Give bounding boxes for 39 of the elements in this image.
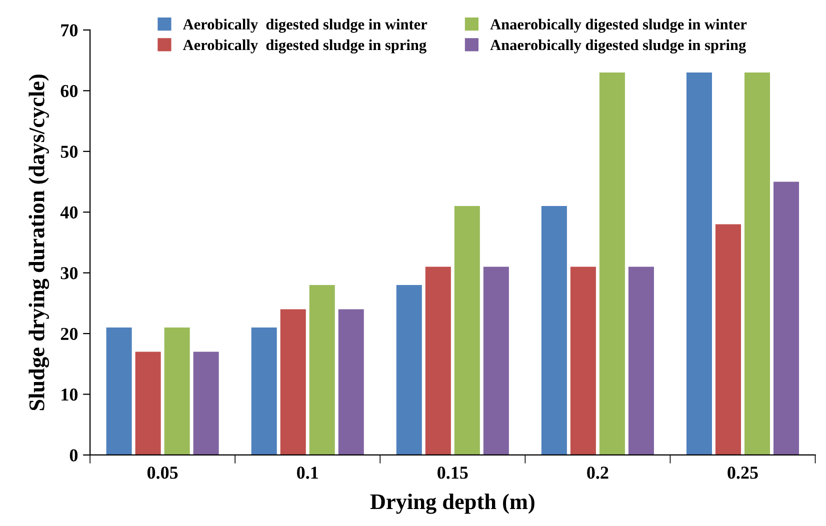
y-tick-label: 10 [62, 388, 78, 401]
bar [251, 327, 277, 455]
bar [338, 309, 364, 455]
bar [628, 266, 654, 455]
bar [396, 284, 422, 455]
y-tick-label: 50 [60, 146, 78, 158]
x-tick-label: 0.2 [587, 466, 608, 479]
y-tick-label: 60 [60, 84, 78, 98]
bar [309, 284, 335, 455]
x-tick-label: 0.05 [147, 466, 178, 479]
bar [773, 182, 800, 455]
bar [483, 266, 509, 455]
y-tick-label: 70 [61, 24, 78, 36]
bar [193, 352, 219, 455]
bar [106, 327, 132, 455]
bar [541, 206, 567, 455]
legend-label: Anaerobically digested sludge in spring [490, 39, 746, 54]
x-tick-label: 0.1 [297, 466, 318, 479]
y-tick-label: 0 [70, 449, 78, 462]
x-axis-title: Drying depth (m) [370, 494, 534, 514]
legend-label: Aerobically digested sludge in winter [182, 18, 428, 33]
legend-label: Anaerobically digested sludge in winter [490, 18, 747, 33]
bar [280, 309, 306, 455]
bar [744, 72, 770, 455]
y-tick-label: 20 [60, 328, 78, 340]
bar [425, 266, 451, 455]
y-axis-title: Sludge drying duration (days/cycle) [28, 74, 50, 410]
bar [135, 352, 161, 455]
x-tick-label: 0.25 [728, 466, 758, 479]
bar [164, 327, 190, 455]
x-tick-label: 0.15 [438, 466, 468, 479]
bar [686, 72, 712, 455]
bar [599, 72, 625, 455]
y-tick-label: 40 [60, 206, 78, 219]
bar [454, 206, 480, 455]
bar [715, 224, 741, 455]
y-tick-label: 30 [60, 267, 78, 280]
bar [570, 266, 596, 455]
legend-label: Aerobically digested sludge in spring [182, 39, 426, 54]
